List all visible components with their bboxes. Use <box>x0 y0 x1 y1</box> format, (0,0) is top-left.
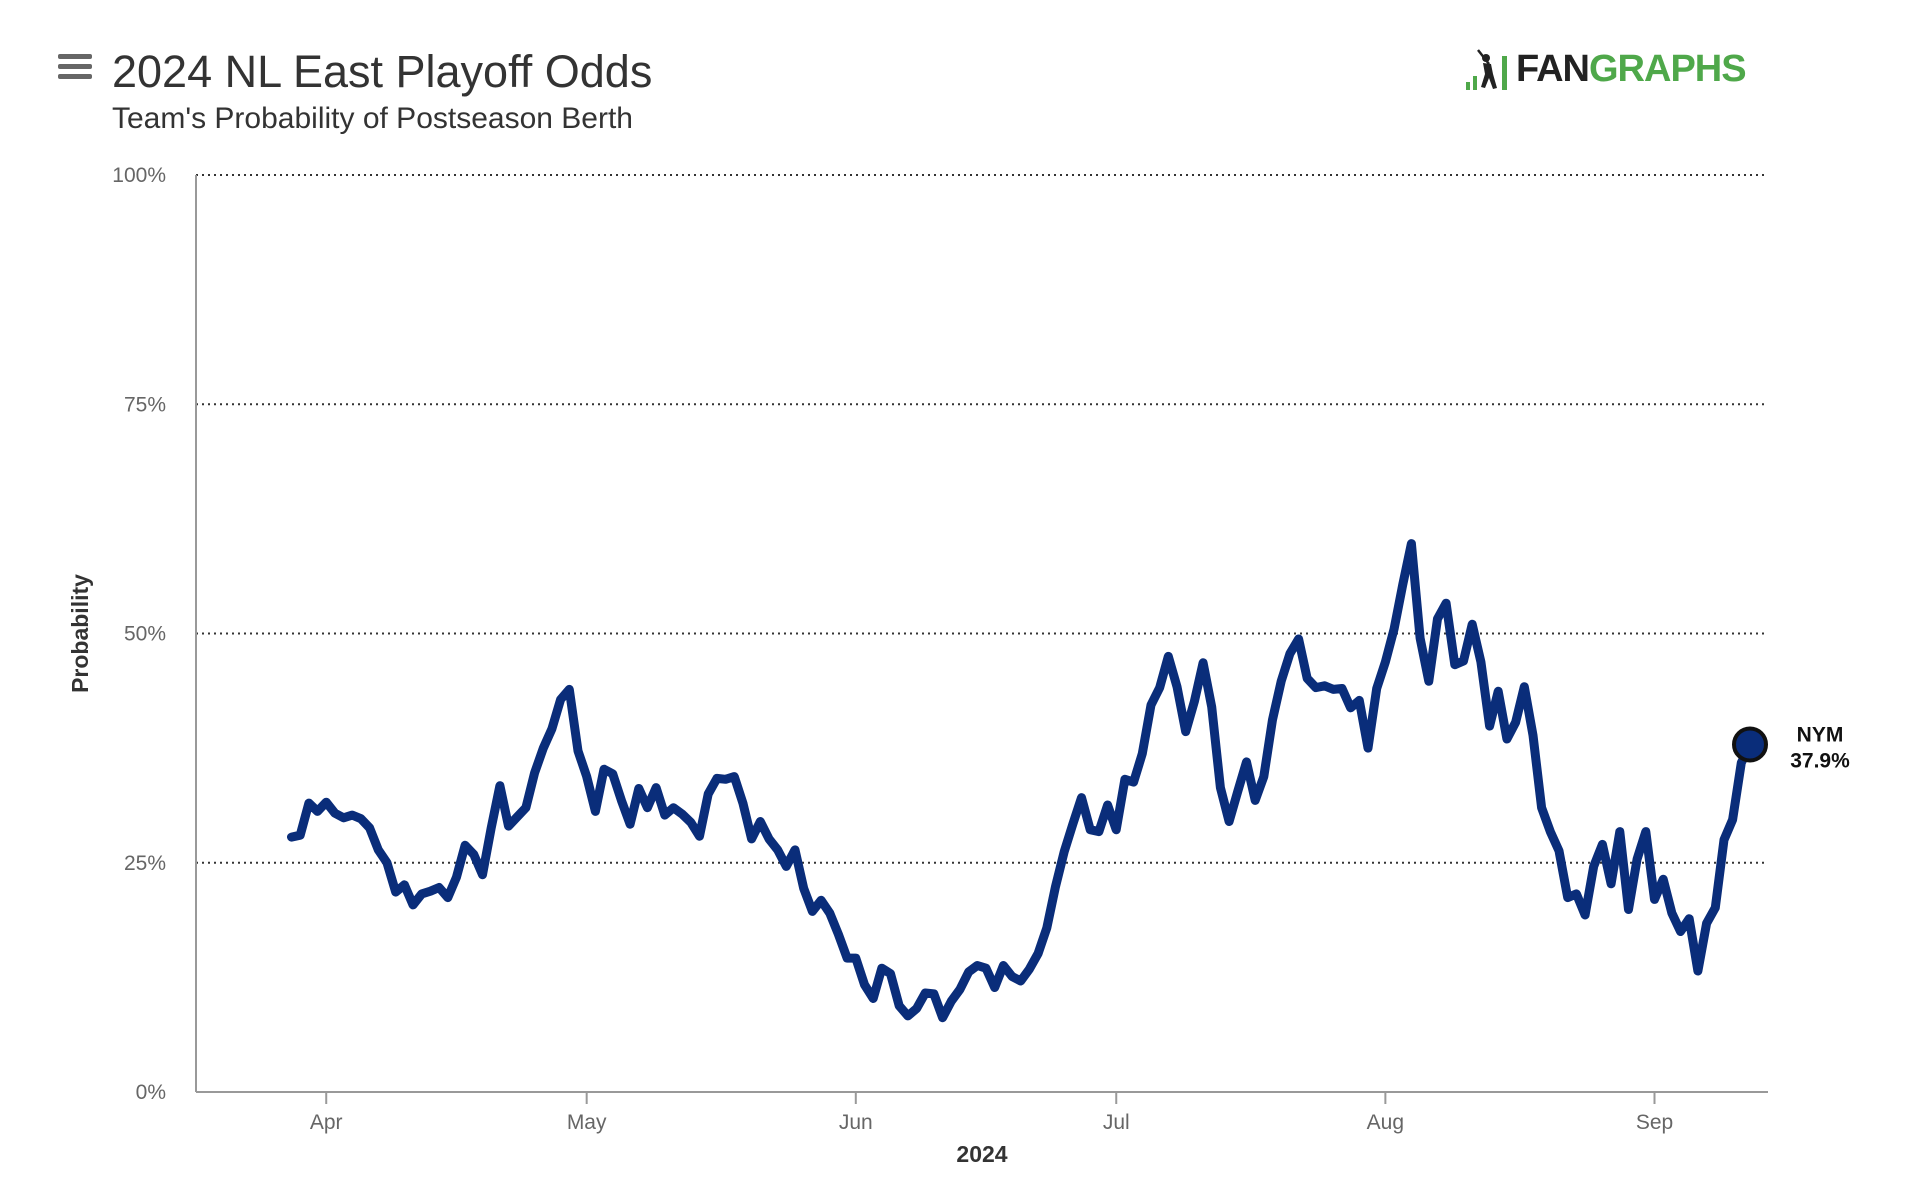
x-tick-label: Apr <box>310 1111 343 1134</box>
logo-wordmark: FANGRAPHS <box>1516 48 1747 91</box>
series-end-label-value: 37.9% <box>1790 749 1850 772</box>
y-tick-label: 75% <box>124 393 166 416</box>
series-end-marker <box>1732 726 1768 763</box>
x-tick-label: Aug <box>1367 1111 1404 1134</box>
batter-silhouette-icon <box>1466 49 1507 90</box>
x-tick-label: Jun <box>839 1111 873 1134</box>
logo-text-graphs: GRAPHS <box>1589 48 1747 90</box>
series-line-nym <box>287 539 1755 1023</box>
chart-title: 2024 NL East Playoff Odds <box>112 46 653 97</box>
grid-lines <box>196 174 1768 864</box>
x-axis-title: 2024 <box>956 1141 1007 1167</box>
y-tick-label: 25% <box>124 852 166 875</box>
hamburger-menu-icon[interactable] <box>58 54 92 80</box>
y-tick-label: 100% <box>112 164 166 187</box>
y-tick-label: 50% <box>124 623 166 646</box>
x-tick-label: Jul <box>1103 1111 1130 1134</box>
y-axis-title: Probability <box>67 574 93 693</box>
fangraphs-logo[interactable]: FANGRAPHS <box>1464 42 1764 98</box>
logo-text-fan: FAN <box>1516 48 1590 90</box>
y-tick-label: 0% <box>136 1081 166 1104</box>
chart-subtitle: Team's Probability of Postseason Berth <box>112 102 633 135</box>
series-layer: NYM 37.9% <box>287 539 1850 1023</box>
x-tick-label: Sep <box>1636 1111 1673 1134</box>
y-axis-ticks: 0% 25% 50% 75% 100% <box>112 164 166 1104</box>
x-axis-ticks: Apr May Jun Jul Aug Sep <box>310 1092 1673 1134</box>
series-end-label-name: NYM <box>1797 723 1844 746</box>
x-tick-label: May <box>567 1111 607 1134</box>
